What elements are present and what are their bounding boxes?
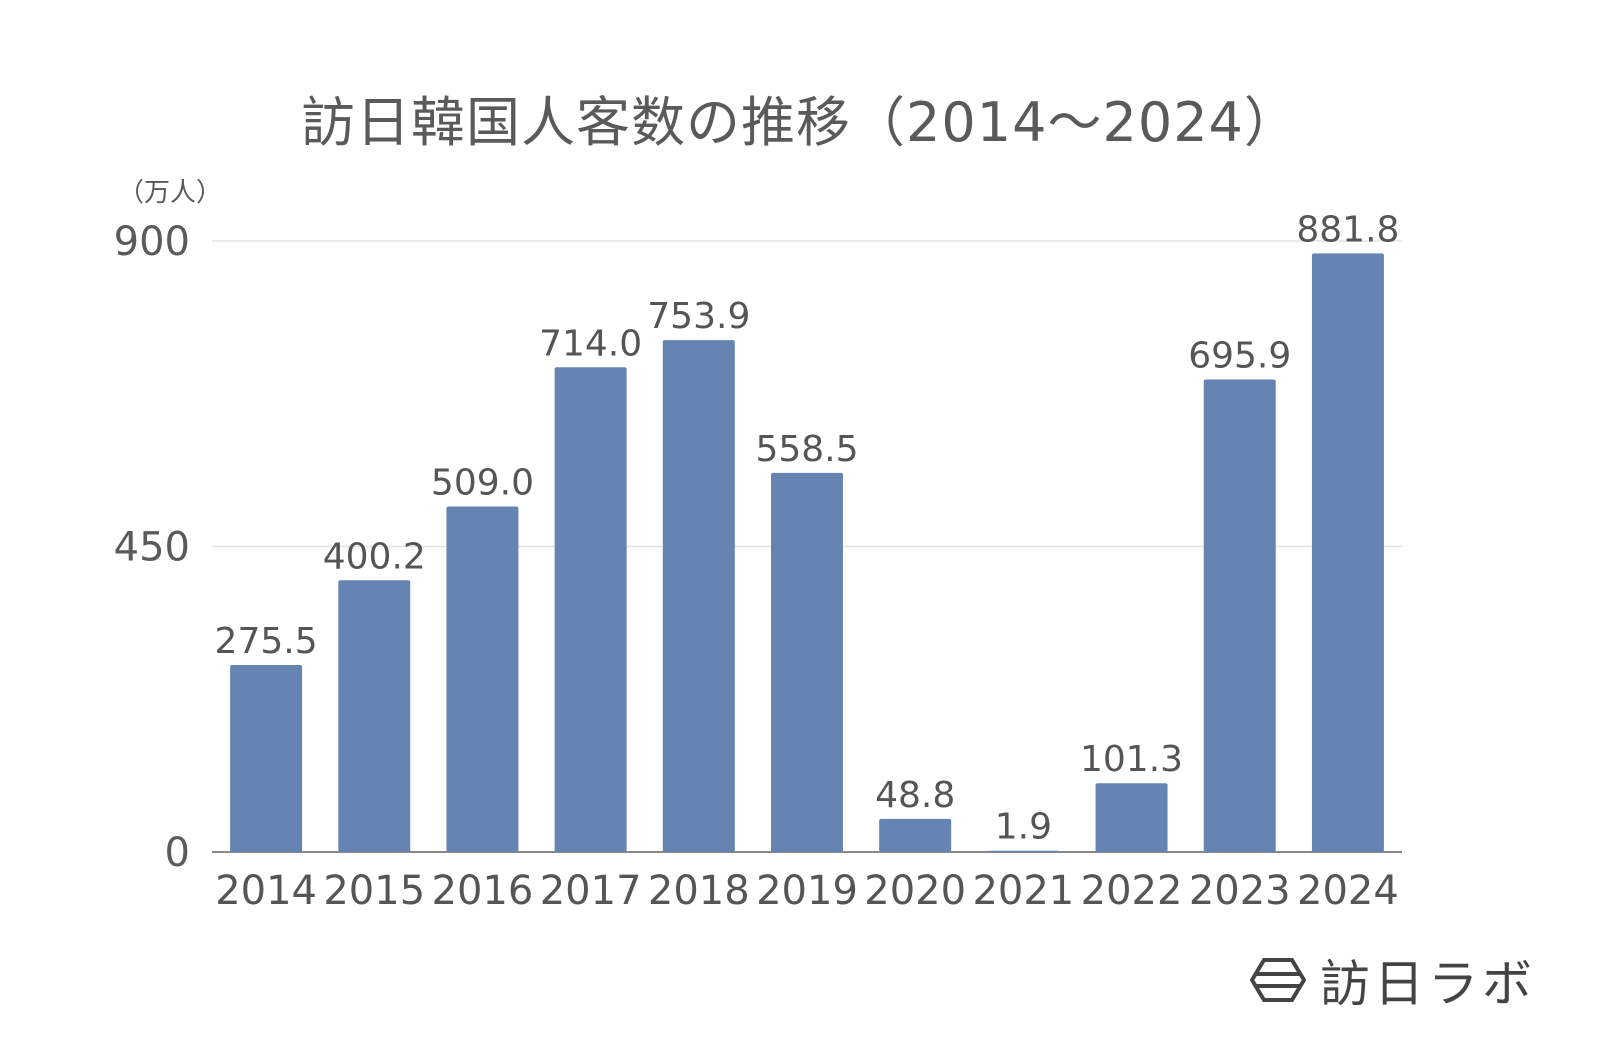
x-tick-label-2018: 2018 xyxy=(648,868,750,914)
brand-logo-text: 訪日ラボ xyxy=(1320,955,1536,1013)
bar-2018 xyxy=(662,340,735,852)
bar-2023 xyxy=(1203,379,1276,852)
data-label-2024: 881.8 xyxy=(1296,209,1399,250)
bar-2020 xyxy=(879,818,952,852)
chart-title: 訪日韓国人客数の推移（2014〜2024） xyxy=(301,91,1299,154)
data-label-2023: 695.9 xyxy=(1188,336,1291,377)
data-label-2020: 48.8 xyxy=(875,775,955,816)
x-tick-label-2019: 2019 xyxy=(756,868,858,914)
hexagon-logo-icon xyxy=(1250,958,1306,1002)
x-tick-label-2015: 2015 xyxy=(323,868,425,914)
x-tick-label-2016: 2016 xyxy=(432,868,534,914)
y-tick-label: 0 xyxy=(165,830,190,876)
bar-2019 xyxy=(771,472,843,852)
data-label-2022: 101.3 xyxy=(1080,739,1183,780)
data-label-2019: 558.5 xyxy=(755,429,858,470)
x-tick-label-2024: 2024 xyxy=(1297,868,1399,914)
brand-logo: 訪日ラボ xyxy=(1250,950,1536,1013)
bar-2015 xyxy=(338,580,411,852)
data-label-2016: 509.0 xyxy=(431,462,534,503)
data-label-2017: 714.0 xyxy=(539,323,642,364)
x-tick-label-2020: 2020 xyxy=(864,868,966,914)
bar-2014 xyxy=(230,664,303,852)
bar-2021 xyxy=(987,850,1060,852)
bar-2017 xyxy=(554,367,627,852)
y-tick-label: 900 xyxy=(114,219,190,265)
x-tick-label-2014: 2014 xyxy=(215,868,317,914)
x-tick-label-2023: 2023 xyxy=(1189,868,1291,914)
y-axis-unit-label: （万人） xyxy=(118,178,223,208)
y-tick-label: 450 xyxy=(114,525,190,571)
x-tick-label-2022: 2022 xyxy=(1081,868,1183,914)
bar-2024 xyxy=(1311,253,1384,852)
x-tick-label-2021: 2021 xyxy=(972,868,1074,914)
x-tick-label-2017: 2017 xyxy=(540,868,642,914)
bar-2016 xyxy=(446,506,519,852)
data-label-2015: 400.2 xyxy=(323,536,426,577)
data-label-2018: 753.9 xyxy=(647,296,750,337)
bar-2022 xyxy=(1095,783,1168,852)
data-label-2021: 1.9 xyxy=(995,807,1052,848)
data-label-2014: 275.5 xyxy=(215,621,318,662)
